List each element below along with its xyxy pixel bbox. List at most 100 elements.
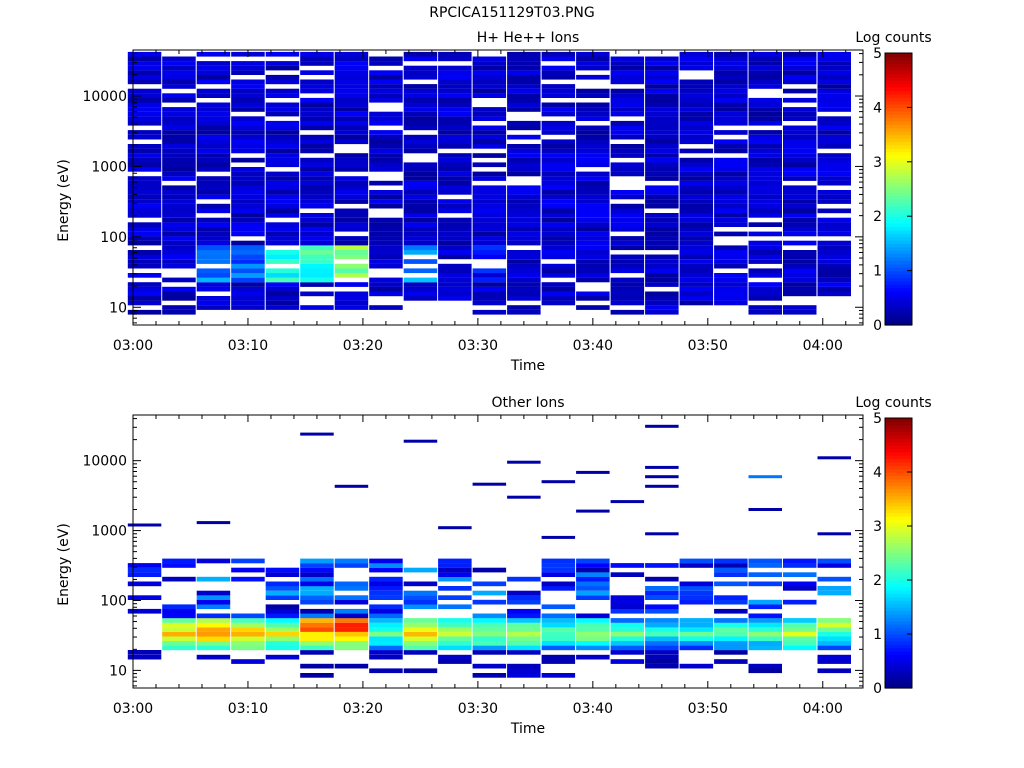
spectrogram-cell [231, 231, 265, 237]
spectrogram-cell [645, 627, 679, 632]
spectrogram-cell [817, 590, 851, 596]
spectrogram-cell [127, 213, 162, 218]
spectrogram-cell [783, 581, 817, 587]
spectrogram-cell [300, 217, 334, 223]
spectrogram-cell [748, 259, 782, 264]
spectrogram-cell [679, 130, 714, 135]
spectrogram-cell [334, 51, 369, 57]
spectrogram-cell [162, 185, 196, 191]
colorbar-step [885, 590, 912, 595]
spectrogram-cell [783, 79, 817, 85]
spectrogram-cell [300, 231, 334, 237]
spectrogram-cell [231, 286, 265, 292]
spectrogram-cell [265, 194, 300, 200]
spectrogram-cell [438, 74, 472, 80]
spectrogram-cell [645, 120, 679, 126]
spectrogram-cell [162, 254, 196, 260]
spectrogram-cell [334, 291, 369, 297]
spectrogram-cell [196, 259, 231, 264]
spectrogram-cell [817, 254, 851, 260]
spectrogram-cell [162, 70, 196, 75]
spectrogram-cell [334, 268, 369, 274]
spectrogram-cell [576, 567, 610, 573]
spectrogram-cell [679, 79, 714, 85]
spectrogram-cell [783, 88, 817, 94]
spectrogram-cell [438, 236, 472, 241]
spectrogram-cell [231, 61, 265, 66]
colorbar-step [885, 502, 912, 507]
spectrogram-cell [300, 148, 334, 154]
spectrogram-cell [300, 84, 334, 89]
spectrogram-cell [472, 300, 507, 306]
spectrogram-cell [817, 162, 851, 168]
colorbar-step [885, 499, 912, 503]
spectrogram-cell [196, 631, 231, 637]
spectrogram-cell [265, 157, 300, 163]
spectrogram-cell [610, 222, 645, 227]
spectrogram-cell [231, 259, 265, 264]
spectrogram-cell [162, 116, 196, 121]
spectrogram-cell [127, 70, 162, 75]
spectrogram-cell [645, 222, 679, 227]
spectrogram-cell [369, 203, 403, 209]
spectrogram-cell [748, 563, 782, 568]
spectrogram-cell [610, 61, 645, 66]
spectrogram-cell [162, 631, 196, 637]
spectrogram-cell [438, 576, 472, 582]
spectrogram-cell [817, 668, 851, 674]
spectrogram-cell [265, 213, 300, 218]
spectrogram-cell [231, 282, 265, 287]
spectrogram-cell [472, 208, 507, 214]
spectrogram-cell [162, 176, 196, 181]
spectrogram-cell [679, 300, 714, 306]
spectrogram-cell [576, 631, 610, 637]
spectrogram-cell [817, 134, 851, 140]
spectrogram-cell [541, 631, 576, 637]
spectrogram-cell [783, 176, 817, 181]
spectrogram-cell [610, 167, 645, 172]
spectrogram-cell [576, 144, 610, 149]
spectrogram-cell [127, 273, 162, 278]
spectrogram-cell [196, 116, 231, 121]
spectrogram-cell [265, 51, 300, 57]
spectrogram-cell [300, 120, 334, 126]
spectrogram-cell [472, 190, 507, 195]
spectrogram-cell [576, 636, 610, 642]
spectrogram-cell [576, 259, 610, 264]
spectrogram-cell [748, 102, 782, 108]
colorbar-step [885, 495, 912, 500]
colorbar-step [885, 644, 912, 649]
spectrogram-cell [783, 217, 817, 223]
spectrogram-cell [403, 277, 438, 283]
spectrogram-cell [610, 563, 645, 568]
spectrogram-cell [783, 139, 817, 145]
spectrogram-cell [783, 65, 817, 71]
colorbar-tick-label: 2 [873, 209, 882, 225]
spectrogram-cell [541, 194, 576, 200]
spectrogram-cell [610, 125, 645, 131]
spectrogram-cell [127, 222, 162, 227]
spectrogram-cell [679, 134, 714, 140]
spectrogram-cell [576, 88, 610, 94]
spectrogram-cell [369, 88, 403, 94]
spectrogram-cell [231, 139, 265, 145]
spectrogram-cell [438, 563, 472, 568]
spectrogram-cell [679, 277, 714, 283]
spectrogram-cell [679, 250, 714, 255]
spectrogram-cell [403, 102, 438, 108]
spectrogram-cell [369, 558, 403, 564]
spectrogram-cell [300, 641, 334, 646]
spectrogram-cell [334, 240, 369, 246]
spectrogram-cell [576, 125, 610, 131]
spectrogram-cell [300, 645, 334, 651]
spectrogram-cell [334, 581, 369, 587]
spectrogram-cell [645, 148, 679, 154]
spectrogram-cell [541, 222, 576, 227]
spectrogram-cell [162, 217, 196, 223]
y-tick-label: 10 [109, 663, 127, 679]
spectrogram-cell [196, 107, 231, 112]
spectrogram-cell [748, 79, 782, 85]
spectrogram-cell [231, 125, 265, 131]
spectrogram-cell [645, 130, 679, 135]
spectrogram-cell [783, 56, 817, 62]
